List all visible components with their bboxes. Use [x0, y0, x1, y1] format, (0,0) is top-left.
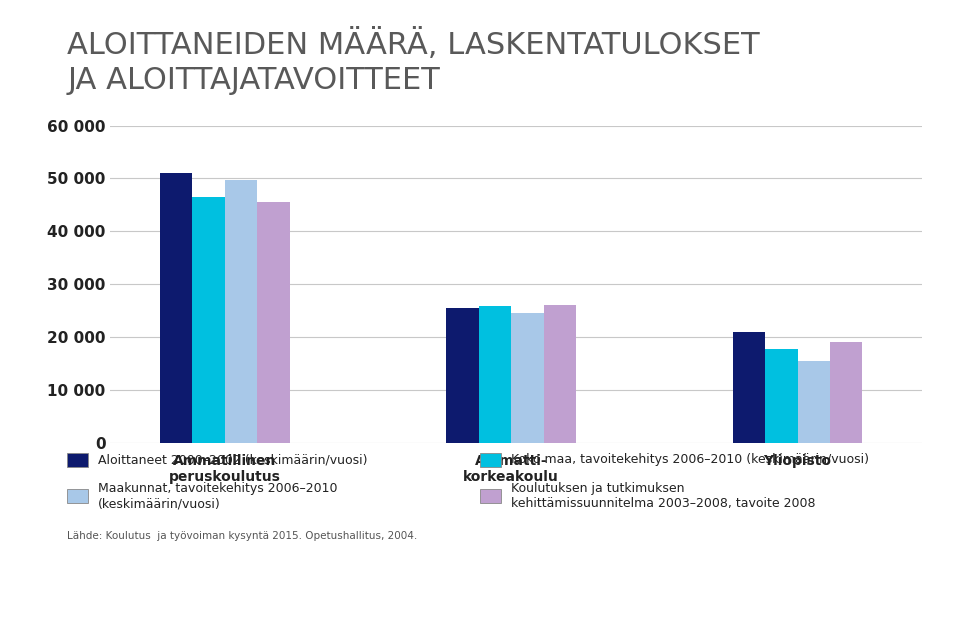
Text: Aloittaneet 2000–2002 (keskimäärin/vuosi): Aloittaneet 2000–2002 (keskimäärin/vuosi… — [98, 453, 368, 466]
Bar — [479, 306, 512, 443]
Bar — [732, 332, 765, 443]
Text: 14: 14 — [38, 587, 63, 604]
Bar — [446, 308, 479, 443]
Bar — [765, 349, 798, 443]
Text: ALOITTANEIDEN MÄÄRÄ, LASKENTATULOKSET: ALOITTANEIDEN MÄÄRÄ, LASKENTATULOKSET — [67, 28, 759, 60]
Bar — [192, 197, 225, 443]
Bar — [830, 342, 862, 443]
Text: Koulutuksen ja tutkimuksen
kehittämissuunnitelma 2003–2008, tavoite 2008: Koulutuksen ja tutkimuksen kehittämissuu… — [511, 482, 815, 510]
Bar — [257, 202, 290, 443]
Bar — [798, 361, 830, 443]
Text: Osaamisen ja sivistyksen asialla: Osaamisen ja sivistyksen asialla — [684, 588, 931, 603]
Bar — [160, 173, 192, 443]
Bar — [543, 305, 576, 443]
Bar — [512, 313, 543, 443]
Text: JA ALOITTAJATAVOITTEET: JA ALOITTAJATAVOITTEET — [67, 66, 440, 95]
Text: Maakunnat, tavoitekehitys 2006–2010
(keskimäärin/vuosi): Maakunnat, tavoitekehitys 2006–2010 (kes… — [98, 482, 337, 510]
Text: Lähde: Koulutus  ja työvoiman kysyntä 2015. Opetushallitus, 2004.: Lähde: Koulutus ja työvoiman kysyntä 201… — [67, 531, 418, 541]
Text: Koko maa, tavoitekehitys 2006–2010 (keskimäärin/vuosi): Koko maa, tavoitekehitys 2006–2010 (kesk… — [511, 453, 869, 466]
Bar — [225, 180, 257, 443]
